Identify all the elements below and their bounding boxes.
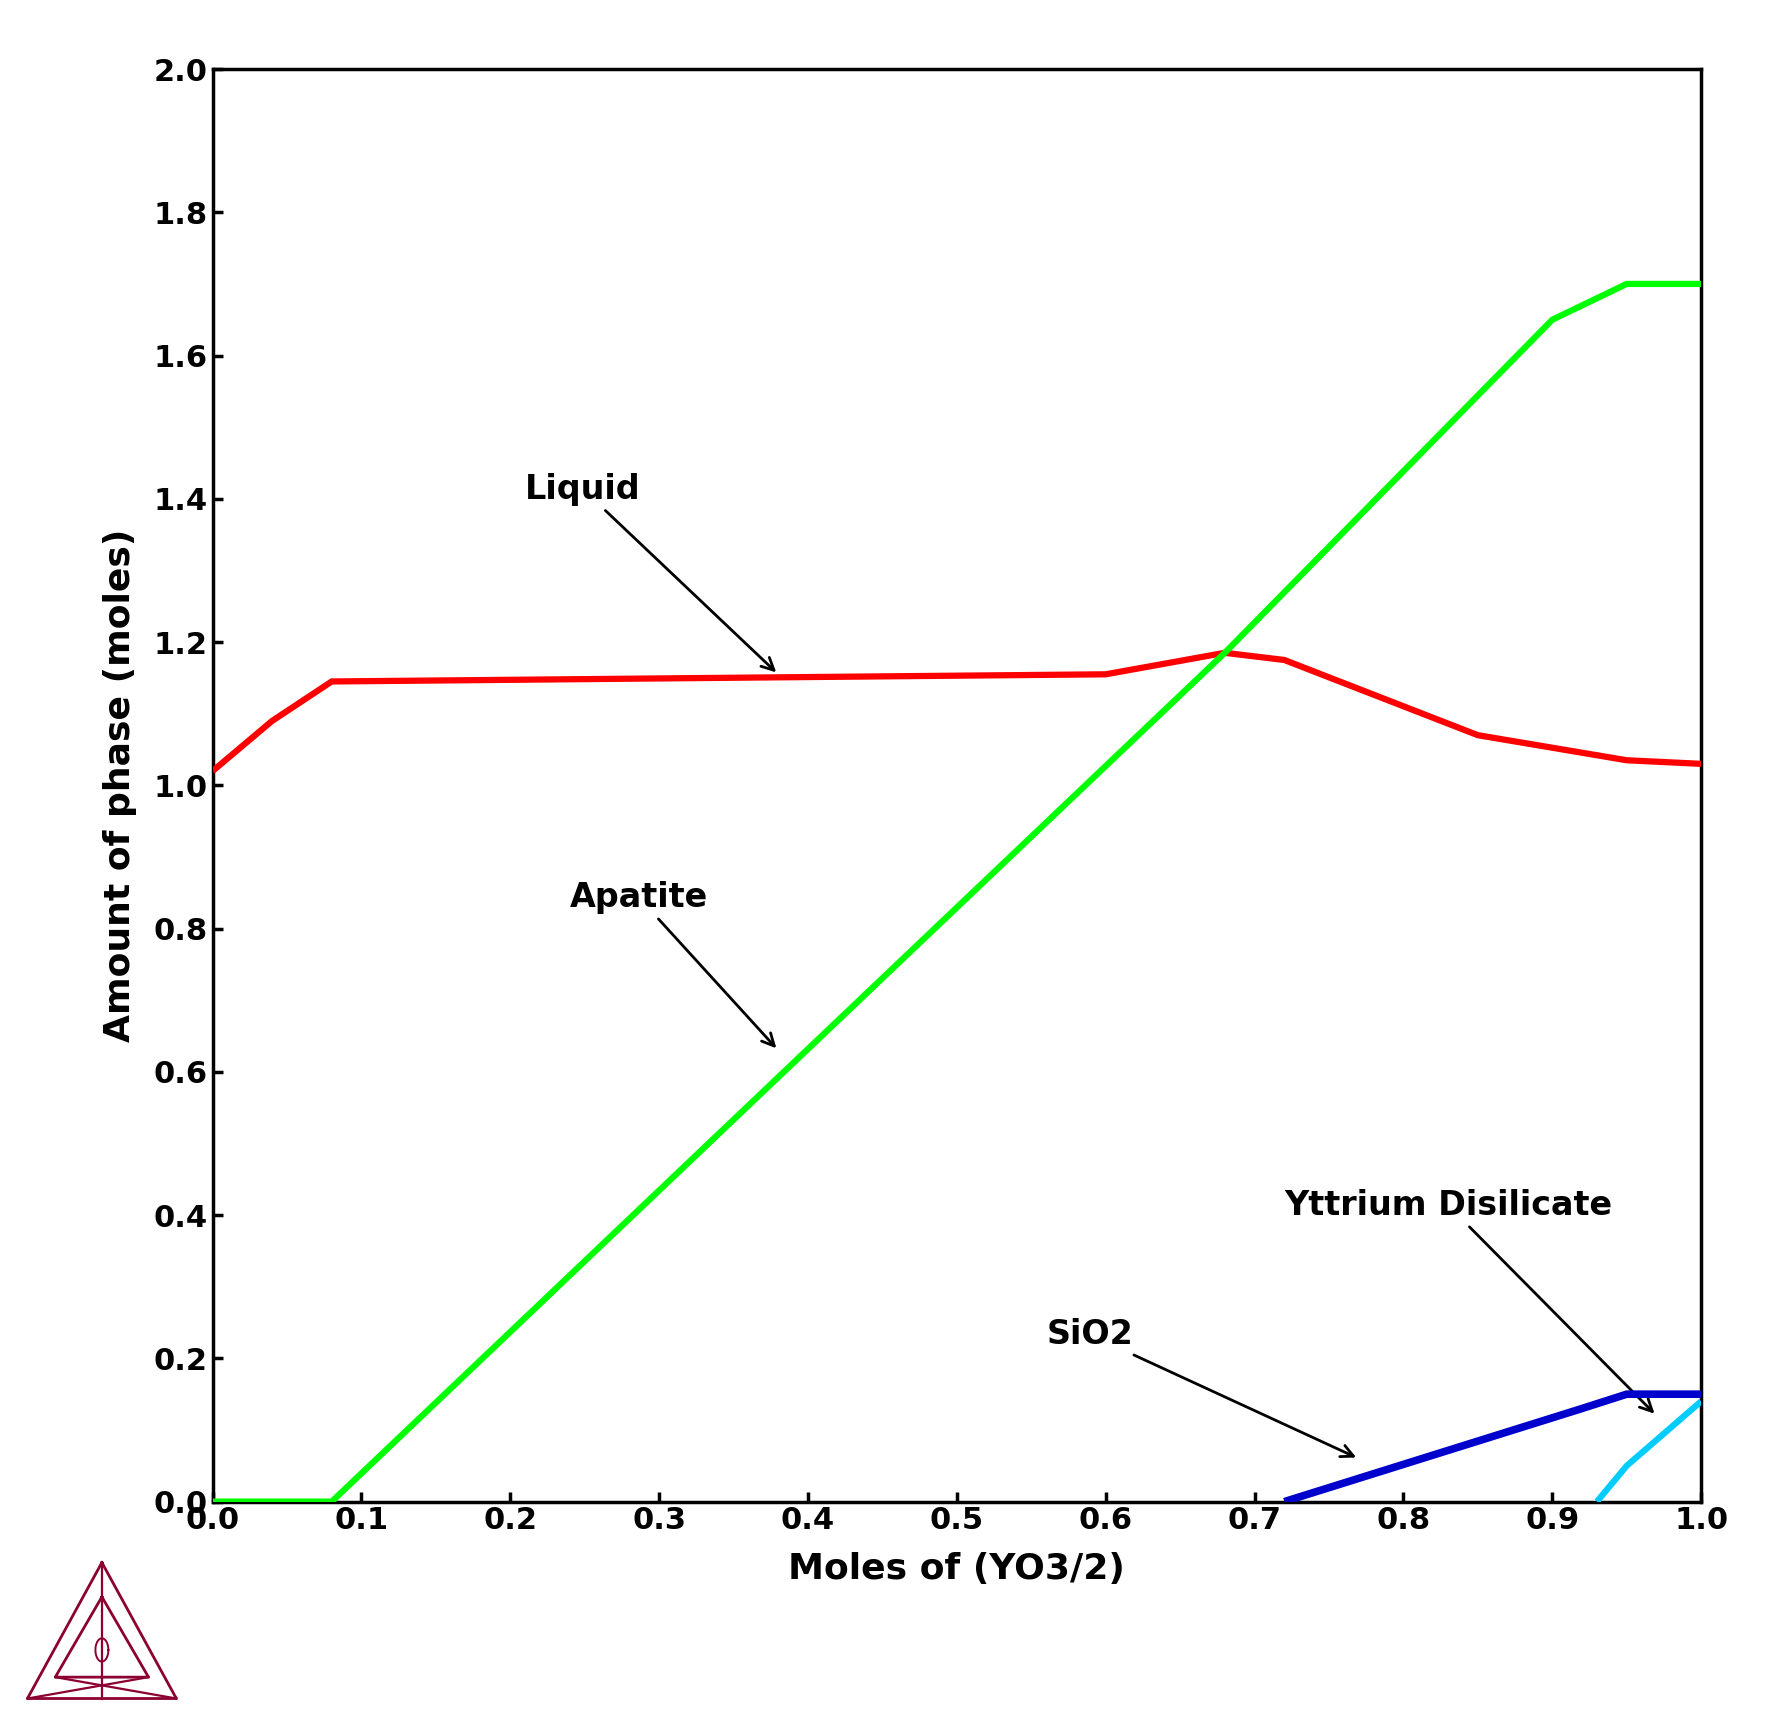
X-axis label: Moles of (YO3/2): Moles of (YO3/2) bbox=[789, 1552, 1125, 1586]
Text: Apatite: Apatite bbox=[571, 880, 774, 1046]
Text: Liquid: Liquid bbox=[525, 473, 774, 670]
Y-axis label: Amount of phase (moles): Amount of phase (moles) bbox=[103, 528, 136, 1043]
Text: SiO2: SiO2 bbox=[1045, 1319, 1354, 1457]
Text: Yttrium Disilicate: Yttrium Disilicate bbox=[1285, 1189, 1652, 1412]
